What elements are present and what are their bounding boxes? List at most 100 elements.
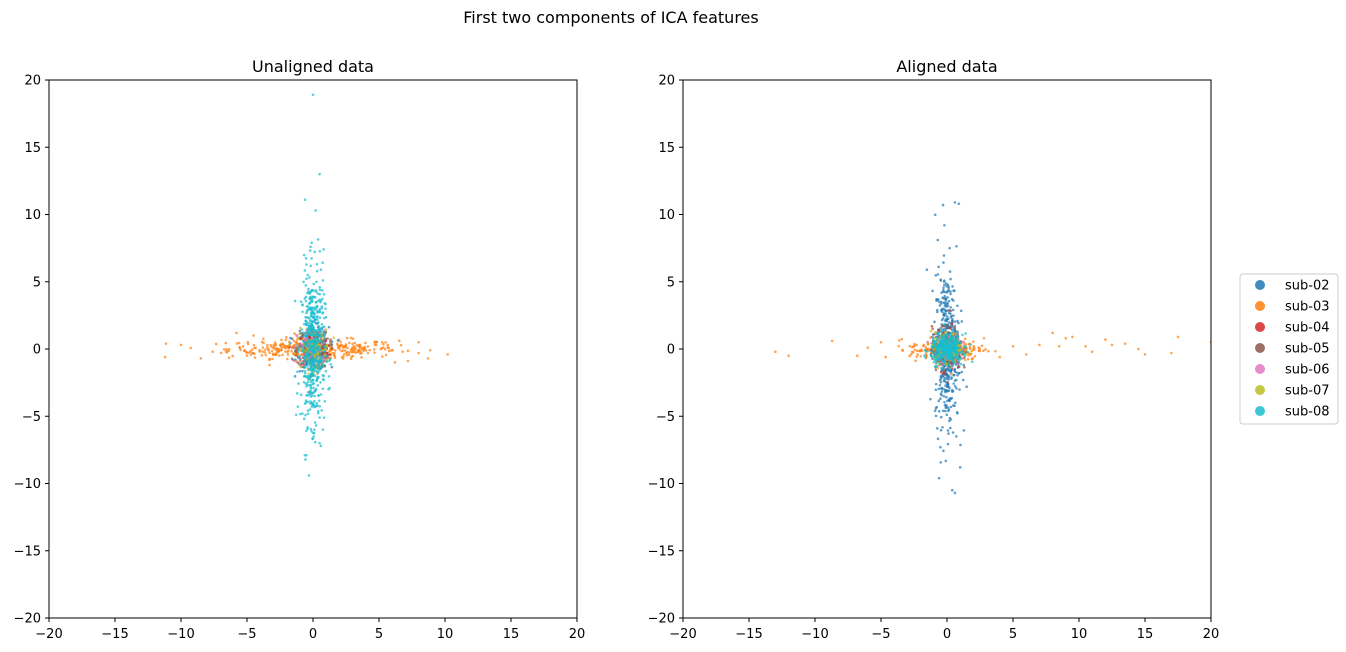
data-point <box>954 350 958 353</box>
data-point <box>249 353 253 356</box>
data-point <box>339 340 342 344</box>
data-point <box>961 333 964 337</box>
data-point <box>225 348 228 351</box>
data-point <box>313 295 317 299</box>
data-point <box>939 428 943 432</box>
data-point <box>939 326 942 330</box>
data-point <box>295 340 298 344</box>
data-point <box>897 339 901 342</box>
data-point <box>938 340 942 344</box>
data-point <box>306 316 310 320</box>
data-point <box>936 355 940 358</box>
data-point <box>923 348 927 352</box>
data-point <box>950 367 954 370</box>
series-sub-03 <box>774 331 1211 365</box>
data-point <box>310 295 313 298</box>
data-point <box>921 344 925 348</box>
data-point <box>943 283 946 287</box>
data-point <box>302 331 305 335</box>
data-point <box>338 347 341 351</box>
data-point <box>957 365 961 368</box>
data-point <box>933 345 936 348</box>
data-point <box>327 344 331 347</box>
data-point <box>318 416 321 419</box>
data-point <box>311 378 315 382</box>
data-point <box>319 268 323 272</box>
data-point <box>308 249 312 252</box>
data-point <box>254 346 257 350</box>
data-point <box>950 337 954 341</box>
data-point <box>941 328 945 332</box>
data-point <box>283 344 286 347</box>
data-point <box>303 370 307 373</box>
data-point <box>954 356 958 359</box>
data-point <box>332 336 336 339</box>
legend-item: sub-04 <box>1255 321 1330 336</box>
data-point <box>333 349 337 352</box>
data-point <box>936 366 940 370</box>
data-point <box>941 349 945 352</box>
data-point <box>951 330 955 333</box>
data-point <box>934 382 938 386</box>
legend-item: sub-07 <box>1255 384 1330 399</box>
legend: sub-02 sub-03 sub-04 sub-05 sub-06 sub-07 sub-… <box>1239 273 1339 425</box>
data-point <box>319 348 323 352</box>
data-point <box>942 345 945 349</box>
data-point <box>935 345 939 349</box>
data-point <box>317 325 321 328</box>
data-point <box>1090 350 1094 353</box>
data-point <box>953 379 957 382</box>
data-point <box>951 335 954 339</box>
data-point <box>913 342 916 346</box>
data-point <box>364 341 367 345</box>
data-point <box>316 355 319 358</box>
data-point <box>301 347 305 350</box>
data-point <box>301 412 304 415</box>
data-point <box>955 244 958 248</box>
data-point <box>941 296 944 300</box>
data-point <box>231 354 235 358</box>
data-point <box>911 351 915 354</box>
data-point <box>307 287 310 291</box>
data-point <box>312 307 316 311</box>
data-point <box>964 358 967 362</box>
data-point <box>306 273 310 277</box>
data-point <box>937 347 941 351</box>
data-point <box>235 342 239 345</box>
scatter-points <box>774 201 1211 495</box>
data-point <box>315 290 318 294</box>
data-point <box>308 348 312 352</box>
data-point <box>310 241 313 245</box>
data-point <box>971 357 974 360</box>
data-point <box>946 380 949 384</box>
data-point <box>953 344 956 348</box>
data-point <box>315 372 319 375</box>
data-point <box>953 404 956 408</box>
data-point <box>942 363 946 367</box>
data-point <box>311 339 315 343</box>
data-point <box>297 348 301 351</box>
data-point <box>292 358 295 362</box>
data-point <box>266 343 269 347</box>
data-point <box>953 401 957 405</box>
data-point <box>244 350 248 354</box>
data-point <box>164 342 168 345</box>
data-point <box>941 341 945 344</box>
data-point <box>318 366 321 370</box>
data-point <box>952 314 955 317</box>
data-point <box>934 388 938 392</box>
data-point <box>356 349 360 352</box>
data-point <box>939 397 942 401</box>
data-point <box>384 340 387 344</box>
data-point <box>311 288 314 292</box>
data-point <box>307 372 311 375</box>
data-point <box>303 297 307 300</box>
data-point <box>310 324 313 327</box>
data-point <box>317 327 321 330</box>
legend-marker <box>1255 280 1265 290</box>
legend-frame <box>1239 273 1339 425</box>
data-point <box>321 311 324 315</box>
data-point <box>383 347 387 351</box>
data-point <box>306 380 310 384</box>
data-point <box>946 384 950 387</box>
